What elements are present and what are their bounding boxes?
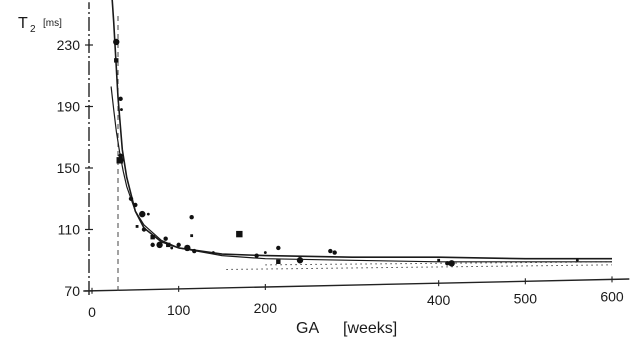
data-point	[184, 244, 191, 252]
y-tick-label: 230	[57, 37, 81, 53]
dotted-reference-line	[226, 264, 613, 270]
x-tick-label: 0	[88, 304, 96, 320]
y-axis-title: T	[18, 15, 28, 32]
reference-lines	[117, 14, 613, 291]
data-point	[141, 227, 147, 232]
data-point	[575, 258, 579, 262]
data-point	[190, 234, 194, 238]
data-point	[276, 259, 281, 264]
data-point	[118, 153, 123, 158]
fit-curves	[110, 0, 612, 263]
fit-curve-2	[110, 86, 612, 263]
y-tick-label: 70	[64, 283, 80, 299]
x-tick-labels: 0 100 200 400 500 600	[88, 276, 624, 320]
data-point	[263, 251, 267, 254]
data-point	[113, 38, 120, 46]
data-point	[146, 212, 150, 216]
data-point	[276, 245, 281, 251]
data-point	[156, 241, 163, 249]
fit-curve-1	[111, 0, 612, 260]
data-point	[135, 225, 139, 228]
data-point	[445, 261, 450, 266]
data-point	[139, 210, 146, 218]
y-tick-label: 110	[58, 222, 81, 238]
data-point	[114, 58, 119, 63]
data-point	[189, 215, 194, 220]
data-point	[118, 96, 123, 102]
x-axis-title: GA	[296, 320, 319, 337]
y-tick-label: 190	[57, 99, 81, 115]
data-points	[113, 38, 579, 267]
data-point	[211, 251, 215, 254]
data-point	[296, 257, 304, 264]
data-point	[120, 108, 123, 111]
x-tick-label: 600	[600, 288, 624, 304]
x-tick-label: 100	[167, 302, 191, 318]
data-point	[437, 258, 441, 262]
data-point	[116, 157, 123, 164]
x-tick-label: 400	[427, 292, 451, 308]
y-axis-unit: [ms]	[43, 18, 62, 29]
data-point	[120, 158, 124, 162]
data-point	[166, 242, 171, 248]
data-point	[236, 230, 243, 238]
x-axis-unit: [weeks]	[343, 320, 397, 337]
y-axis-title-subscript: 2	[30, 24, 36, 35]
x-tick-label: 500	[514, 290, 538, 306]
data-point	[328, 248, 333, 254]
x-tick-label: 200	[254, 300, 278, 316]
data-point	[163, 236, 168, 241]
data-point	[150, 242, 155, 248]
y-tick-label: 150	[57, 160, 81, 176]
data-point	[254, 253, 259, 258]
data-point	[448, 260, 455, 267]
axes	[83, 2, 630, 295]
data-point	[176, 242, 181, 248]
data-point	[150, 234, 155, 240]
x-axis-line	[83, 278, 630, 292]
data-point	[192, 248, 197, 254]
data-point	[128, 196, 134, 201]
data-point	[332, 250, 337, 255]
data-point	[133, 202, 138, 208]
y-tick-labels: 70 110 150 190 230	[57, 37, 93, 299]
data-point	[170, 246, 174, 250]
